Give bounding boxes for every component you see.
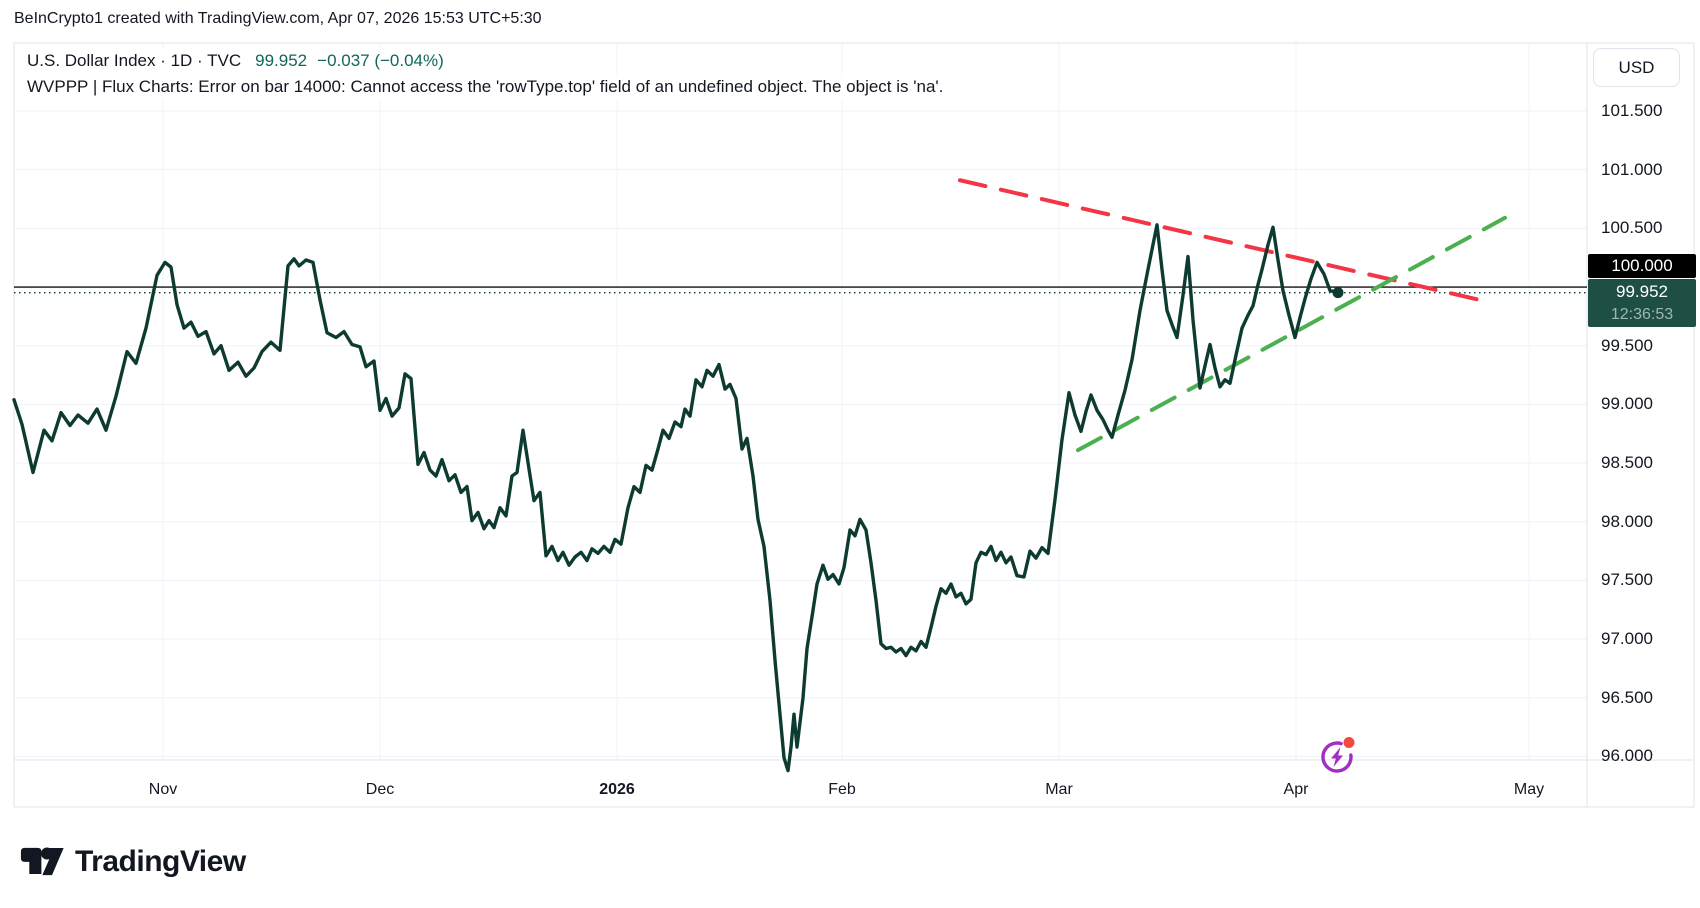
x-axis-label: Nov (148, 781, 178, 798)
y-axis-label: 99.500 (1601, 335, 1653, 355)
y-axis-label: 96.000 (1601, 746, 1653, 766)
y-axis-label: 99.000 (1601, 394, 1653, 414)
y-axis-label: 97.000 (1601, 629, 1653, 649)
tradingview-logo[interactable]: TradingView (20, 845, 246, 879)
x-axis-label: Feb (828, 781, 856, 798)
y-axis-label: 97.500 (1601, 570, 1653, 590)
x-axis-label: Dec (365, 781, 395, 798)
tradingview-mark-icon (20, 847, 64, 876)
last-price-value: 99.952 (255, 51, 308, 70)
watermark-header: BeInCrypto1 created with TradingView.com… (14, 10, 542, 27)
current-price-value: 99.952 (1616, 281, 1668, 301)
y-axis-label: 98.500 (1601, 453, 1653, 473)
tradingview-wordmark: TradingView (75, 845, 246, 878)
level-price-badge: 100.000 (1588, 253, 1696, 278)
current-price-badge: 99.952 12:36:53 (1588, 278, 1696, 327)
x-axis-label: 2026 (599, 781, 635, 798)
x-axis-label: May (1513, 781, 1545, 798)
y-axis-label: 100.500 (1601, 218, 1663, 238)
flux-charts-icon[interactable] (1318, 737, 1362, 779)
currency-unit-button[interactable]: USD (1593, 48, 1680, 87)
symbol-title[interactable]: U.S. Dollar Index · 1D · TVC (27, 51, 242, 70)
chart-legend: U.S. Dollar Index · 1D · TVC 99.952 −0.037… (27, 48, 948, 100)
x-axis-label: Apr (1283, 781, 1309, 798)
x-axis-label: Mar (1045, 781, 1073, 798)
y-axis-label: 101.500 (1601, 101, 1663, 120)
indicator-error-message[interactable]: WVPPP | Flux Charts: Error on bar 14000:… (27, 74, 948, 100)
price-change-value: −0.037 (−0.04%) (317, 51, 444, 70)
y-axis-label: 101.000 (1601, 159, 1663, 179)
bar-countdown: 12:36:53 (1610, 305, 1674, 323)
notification-dot (1343, 737, 1355, 748)
y-axis-label: 98.000 (1601, 511, 1653, 531)
y-axis-label: 96.500 (1601, 687, 1653, 707)
lightning-bolt-icon (1331, 747, 1343, 767)
